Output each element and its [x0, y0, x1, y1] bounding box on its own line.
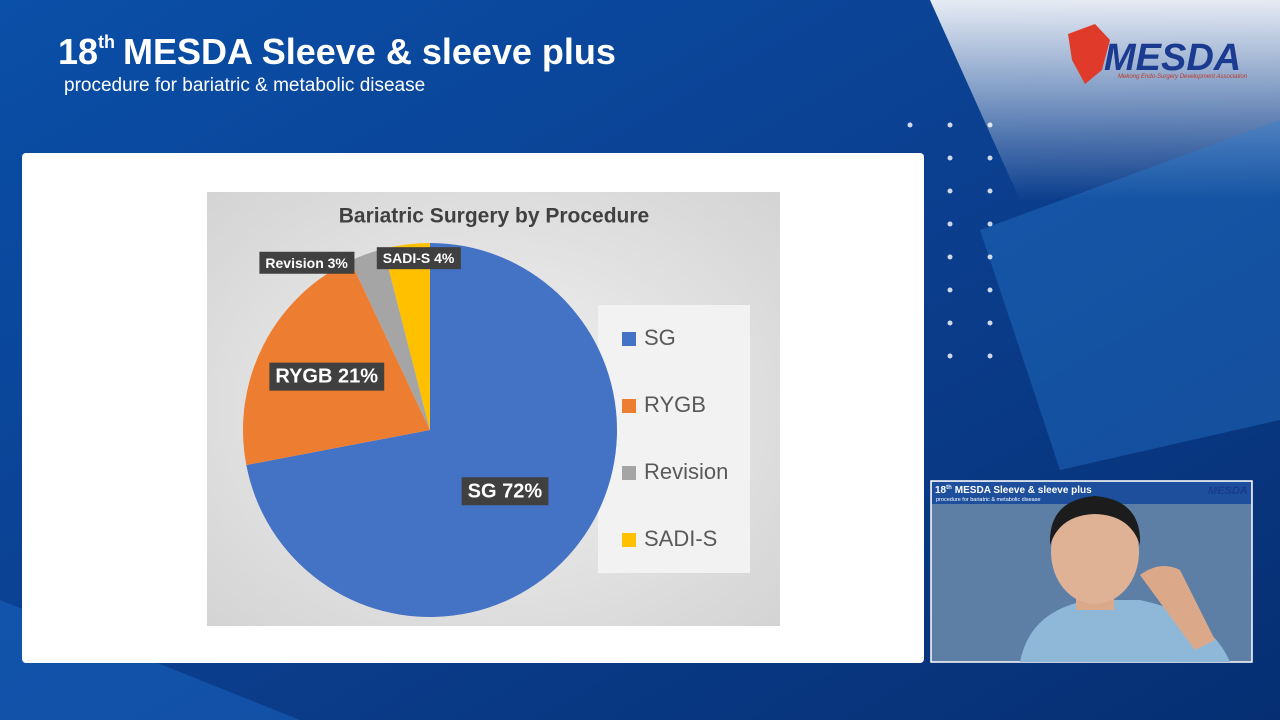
dot	[947, 122, 953, 128]
person-hand	[1140, 566, 1215, 650]
legend-box	[598, 305, 750, 573]
dot	[987, 320, 993, 326]
data-label-box	[376, 247, 461, 270]
legend-swatch	[622, 533, 636, 547]
person-hair	[1049, 496, 1141, 545]
title-number: 18	[58, 31, 98, 72]
dot	[987, 353, 993, 359]
logo-name: MESDA	[1104, 37, 1241, 79]
dot	[987, 287, 993, 293]
data-label-text: Revision 3%	[265, 255, 348, 271]
pie: SG 72% RYGB 21% Revision 3% SADI-S 4%	[243, 243, 617, 618]
data-label: Revision 3%	[259, 251, 355, 274]
legend-swatch	[622, 466, 636, 480]
legend-label: Revision	[644, 459, 728, 484]
data-label-box	[461, 477, 549, 506]
dot	[987, 254, 993, 260]
dot	[947, 155, 953, 161]
dot	[987, 155, 993, 161]
data-label-text: SADI-S 4%	[383, 250, 455, 266]
dot	[907, 122, 913, 128]
dot	[947, 353, 953, 359]
data-label-text: SG 72%	[468, 480, 543, 502]
data-label: SG 72%	[461, 477, 549, 506]
data-label: SADI-S 4%	[376, 247, 461, 270]
background-shape	[930, 0, 1280, 200]
legend-label: RYGB	[644, 392, 706, 417]
slide-subtitle: procedure for bariatric & metabolic dise…	[64, 75, 425, 96]
dot	[947, 221, 953, 227]
legend-label: SG	[644, 325, 676, 350]
dot	[947, 254, 953, 260]
legend-label: SADI-S	[644, 526, 717, 551]
chart-title: Bariatric Surgery by Procedure	[339, 205, 649, 228]
data-label-box	[259, 251, 355, 274]
person-face	[1051, 500, 1139, 604]
video-title-text: MESDA Sleeve & sleeve plus	[955, 485, 1092, 496]
legend-swatch	[622, 332, 636, 346]
dot	[987, 122, 993, 128]
legend-swatch	[622, 399, 636, 413]
dot	[947, 320, 953, 326]
pie-slice	[383, 243, 430, 430]
data-label: RYGB 21%	[269, 362, 385, 391]
slide-title: 18th MESDA Sleeve & sleeve plus	[58, 31, 616, 72]
video-header	[932, 482, 1251, 504]
dot	[947, 287, 953, 293]
dot	[987, 188, 993, 194]
logo-tagline: Mekong Endo-Surgery Development Associat…	[1118, 74, 1248, 80]
video-title: 18th MESDA Sleeve & sleeve plus	[935, 485, 1092, 496]
data-label-box	[269, 362, 385, 391]
video-thumbnail: 18th MESDA Sleeve & sleeve plus procedure…	[930, 480, 1253, 663]
pie-slice	[246, 243, 617, 618]
title-text: MESDA Sleeve & sleeve plus	[123, 31, 616, 72]
video-title-suffix: th	[946, 485, 952, 491]
logo-map	[1068, 24, 1110, 84]
video-subtitle: procedure for bariatric & metabolic dise…	[936, 497, 1041, 503]
data-label-text: RYGB 21%	[275, 366, 378, 388]
background-shape	[980, 120, 1280, 470]
title-suffix: th	[98, 32, 115, 52]
pie-slice	[350, 248, 430, 430]
video-title-number: 18	[935, 485, 947, 496]
video-logo: MESDA	[1208, 485, 1248, 497]
dot	[987, 221, 993, 227]
dot	[947, 188, 953, 194]
